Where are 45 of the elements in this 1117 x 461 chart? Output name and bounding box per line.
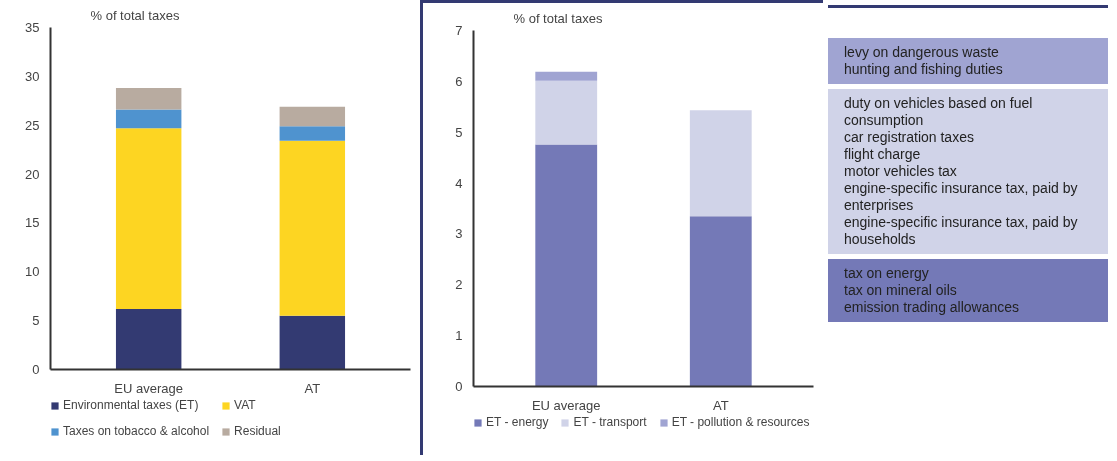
bar (115, 88, 182, 110)
bar (279, 126, 346, 141)
y-tick-label: 20 (25, 166, 40, 182)
bar (535, 144, 598, 387)
text: duty on vehicles based on fuel consumption car registration taxes flight charge motor vehicles tax engine-specific insurance tax, paid by enterprises engine-specific insurance tax, paid by households (844, 95, 1078, 247)
y-tick-label: 2 (455, 277, 463, 293)
y-tick-label: 5 (455, 124, 463, 140)
legend-label: ET - energy (486, 415, 549, 429)
y-axis-title: % of total taxes (90, 7, 180, 23)
bar (115, 109, 182, 129)
legend-label: VAT (234, 398, 256, 412)
legend-label: ET - pollution & resources (671, 415, 810, 429)
x-tick-label: EU average (114, 380, 184, 396)
y-tick-label: 6 (455, 73, 463, 89)
bar (279, 106, 346, 127)
y-tick-label: 35 (25, 20, 40, 35)
text: levy on dangerous waste hunting and fishing duties (828, 38, 1108, 84)
legend-label: ET - transport (573, 415, 647, 429)
bar (115, 308, 182, 370)
y-tick-label: 0 (32, 362, 40, 377)
y-tick-label: 3 (455, 226, 463, 242)
y-tick-label: 25 (25, 117, 40, 133)
bar (115, 128, 182, 309)
y-axis-title: % of total taxes (513, 10, 603, 26)
bar (535, 71, 598, 81)
legend-label: Environmental taxes (ET) (63, 398, 199, 412)
text: tax on energy tax on mineral oils emission trading allowances (828, 259, 1108, 322)
y-tick-label: 7 (455, 23, 463, 38)
y-tick-label: 0 (455, 379, 463, 394)
x-tick-label: EU average (531, 397, 601, 413)
legend-label: Taxes on tobacco & alcohol (63, 424, 210, 438)
bar (689, 216, 752, 387)
y-tick-label: 1 (455, 328, 463, 344)
y-tick-label: 5 (32, 313, 40, 329)
bar (279, 140, 346, 316)
legend-label: Residual (234, 424, 281, 438)
x-tick-label: AT (304, 380, 321, 396)
y-tick-label: 15 (25, 215, 40, 231)
x-tick-label: AT (712, 397, 729, 413)
bar (689, 110, 752, 217)
bar (535, 80, 598, 145)
y-tick-label: 30 (25, 68, 40, 84)
y-tick-label: 4 (455, 175, 463, 191)
y-tick-label: 10 (25, 264, 40, 280)
bar (279, 315, 346, 370)
